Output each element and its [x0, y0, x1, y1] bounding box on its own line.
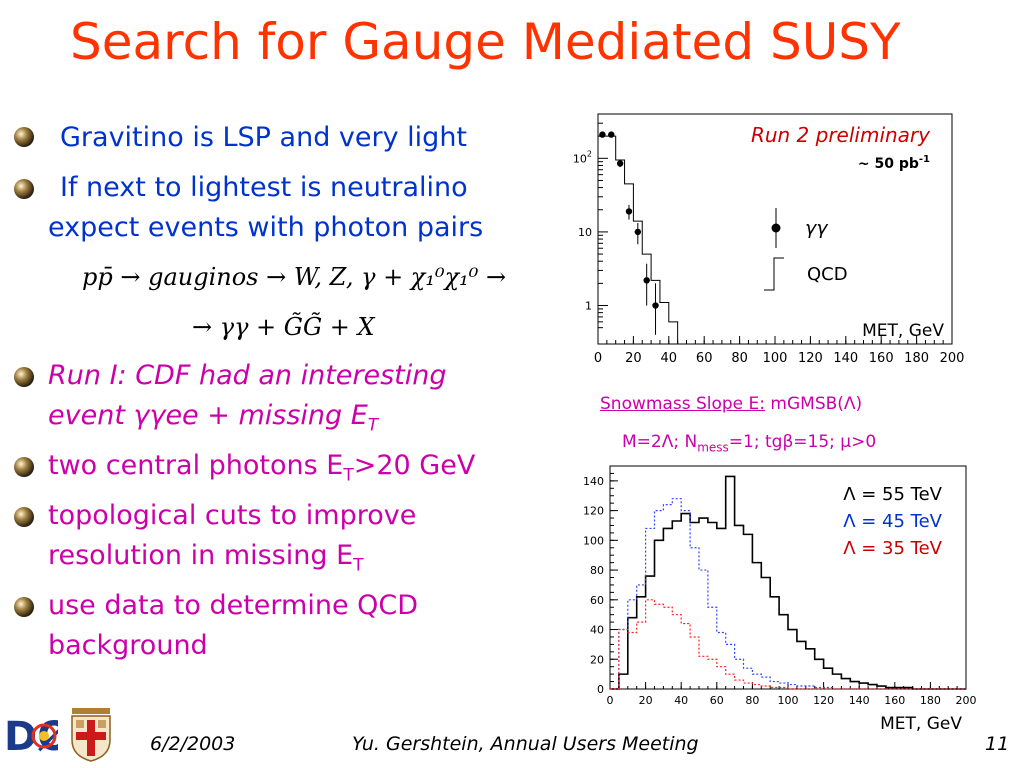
gg-data-point: [643, 277, 650, 284]
x-tick-label: 120: [813, 694, 834, 707]
bullet-text-topological-line2: resolution in missing ET: [48, 540, 364, 576]
y-tick-label: 60: [590, 594, 604, 607]
footer-date: 6/2/2003: [150, 733, 236, 755]
bullet-text-neutralino-line1: If next to lightest is neutralino: [60, 172, 468, 203]
chart-snowmass-met: 0 20 40 60 80 100 120 140 160 180 200 0 20 40 60 80 100 1…: [583, 465, 977, 734]
y-tick-label-exponent: 2: [587, 149, 592, 158]
y-tick-label: 40: [590, 624, 604, 637]
y-tick-label: 80: [590, 564, 604, 577]
formula-line2: → γγ + G̃G̃ + X: [192, 313, 375, 341]
y-tick-label: 10: [578, 226, 592, 239]
x-tick-label: 100: [778, 694, 799, 707]
chart1-xlabel: MET, GeV: [862, 321, 944, 341]
slide-title: Search for Gauge Mediated SUSY: [70, 13, 901, 71]
bullet-text-gravitino: Gravitino is LSP and very light: [60, 122, 468, 153]
x-tick-label: 200: [956, 694, 977, 707]
x-tick-label: 60: [710, 694, 724, 707]
x-tick-label: 40: [661, 351, 678, 366]
legend-qcd-line: [764, 257, 784, 291]
bullet-icon: [14, 367, 34, 387]
bullet-icon: [14, 457, 34, 477]
bullet-text-topological-line1: topological cuts to improve: [48, 500, 417, 531]
chart1-luminosity-exponent: -1: [919, 154, 930, 165]
bullet-text-qcd-line1: use data to determine QCD: [48, 590, 419, 621]
x-tick-label: 160: [884, 694, 905, 707]
legend-gg-marker: [771, 223, 781, 233]
university-crest-logo: [71, 708, 111, 762]
chart2-title: Snowmass Slope E: mGMSB(Λ): [600, 394, 863, 414]
y-tick-label: 0: [597, 683, 604, 696]
bullet-icon: [14, 597, 34, 617]
x-tick-label: 80: [745, 694, 759, 707]
legend-entry: Λ = 45 TeV: [843, 511, 942, 532]
x-tick-label: 180: [904, 351, 929, 366]
y-tick-label: 120: [583, 505, 604, 518]
x-tick-label: 100: [763, 351, 788, 366]
footer-author: Yu. Gershtein, Annual Users Meeting: [352, 733, 699, 755]
chart1-luminosity: ~ 50 pb-1: [858, 154, 930, 172]
bullet-text-qcd-line2: background: [48, 630, 208, 661]
legend-entry: Λ = 55 TeV: [843, 484, 942, 505]
y-tick-label: 20: [590, 653, 604, 666]
x-tick-label: 120: [798, 351, 823, 366]
gg-data-point: [634, 228, 642, 236]
chart1-luminosity-value: ~ 50 pb: [858, 156, 919, 172]
x-tick-label: 80: [731, 351, 748, 366]
bullet-text-photons: two central photons ET>20 GeV: [48, 450, 476, 486]
bullet-text-run1-line1: Run I: CDF had an interesting: [48, 360, 447, 391]
chart-run2-met: 0 20 40 60 80 100 120 140 160 180 200 1 10 102 Run 2 p…: [573, 113, 965, 366]
qcd-histogram: [598, 135, 679, 344]
d0-logo: DØ: [4, 714, 58, 760]
x-tick-label: 40: [674, 694, 688, 707]
x-tick-label: 180: [920, 694, 941, 707]
x-tick-label: 60: [696, 351, 713, 366]
series-line-lambda55: [610, 475, 966, 690]
legend-entry: Λ = 35 TeV: [843, 538, 942, 559]
series-line-lambda35: [610, 599, 966, 690]
y-tick-label: 140: [583, 475, 604, 488]
d0-logo-letter: DØ: [4, 714, 58, 760]
x-tick-label: 140: [849, 694, 870, 707]
x-tick-label: 200: [940, 351, 965, 366]
bullet-icon: [14, 507, 34, 527]
bullet-icon: [14, 179, 34, 199]
gg-data-point: [652, 302, 659, 309]
gg-data-point: [625, 208, 633, 215]
x-tick-label: 20: [639, 694, 653, 707]
legend-gg-label: γγ: [805, 217, 829, 239]
bullet-icon: [14, 127, 34, 147]
chart2-xlabel: MET, GeV: [880, 714, 962, 734]
x-tick-label: 140: [833, 351, 858, 366]
legend-qcd-label: QCD: [807, 264, 848, 285]
x-tick-label: 0: [594, 351, 602, 366]
x-tick-label: 20: [625, 351, 642, 366]
gg-data-point: [616, 160, 624, 167]
x-tick-label: 0: [607, 694, 614, 707]
gg-data-point: [599, 131, 606, 138]
bullet-text-run1-line2: event γγee + missing ET: [48, 400, 379, 436]
chart1-title: Run 2 preliminary: [751, 123, 931, 147]
formula-line1: pp̄ → gauginos → W, Z, γ + χ₁⁰χ₁⁰ →: [82, 263, 507, 291]
footer-page-number: 11: [985, 733, 1010, 755]
chart2-subtitle: M=2Λ; Nmess=1; tgβ=15; μ>0: [622, 432, 877, 455]
gg-data-point: [608, 131, 615, 138]
y-tick-label: 100: [583, 534, 604, 547]
bullet-text-neutralino-line2: expect events with photon pairs: [48, 212, 484, 243]
series-line-lambda45: [610, 498, 966, 690]
x-tick-label: 160: [869, 351, 894, 366]
y-tick-label: 102: [573, 149, 592, 165]
y-tick-label: 1: [585, 300, 592, 313]
